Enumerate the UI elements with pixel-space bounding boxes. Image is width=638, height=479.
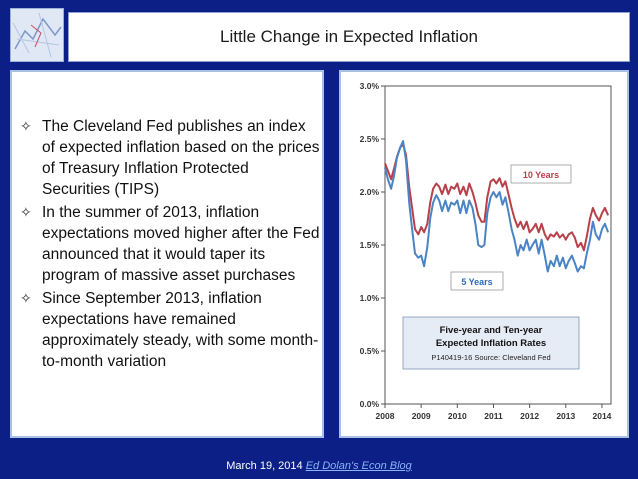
chart-source: P140419-16 Source: Cleveland Fed xyxy=(431,353,550,362)
bullet-text: In the summer of 2013, inflation expecta… xyxy=(42,204,320,284)
x-tick-label: 2013 xyxy=(556,411,575,421)
caption-box xyxy=(402,316,580,370)
y-tick-label: 0.0% xyxy=(360,399,380,409)
series-lines xyxy=(384,140,610,273)
x-tick-label: 2008 xyxy=(376,411,395,421)
bullet-list: ✧ The Cleveland Fed publishes an index o… xyxy=(20,116,320,374)
series-line-5-years xyxy=(384,140,610,273)
x-tick-label: 2014 xyxy=(592,411,611,421)
title-bar: Little Change in Expected Inflation xyxy=(68,12,630,62)
series-labels: 10 Years 5 Years xyxy=(450,164,572,291)
inflation-chart: 0.0% 0.5% 1.0% 1.5% 2.0% 2.5% 3.0% 2008 2009 201… xyxy=(360,81,612,421)
bullet-item: ✧ Since September 2013, inflation expect… xyxy=(20,288,320,372)
bullet-panel: ✧ The Cleveland Fed publishes an index o… xyxy=(10,70,324,438)
y-tick-label: 1.0% xyxy=(360,293,380,303)
y-tick-label: 2.5% xyxy=(360,134,380,144)
label-5-years: 5 Years xyxy=(461,277,492,287)
x-axis: 2008 2009 2010 2011 2012 2013 2014 xyxy=(376,404,612,421)
bullet-text: Since September 2013, inflation expectat… xyxy=(42,290,319,370)
label-box-5y xyxy=(450,271,504,291)
label-10-years: 10 Years xyxy=(523,170,559,180)
map-logo-icon xyxy=(11,9,63,61)
footer-date: March 19, 2014 xyxy=(226,460,303,472)
four-point-star-icon: ✧ xyxy=(20,290,32,306)
y-tick-label: 1.5% xyxy=(360,240,380,250)
x-tick-label: 2010 xyxy=(448,411,467,421)
bullet-text: The Cleveland Fed publishes an index of … xyxy=(42,118,320,198)
chart-title-line1: Five-year and Ten-year xyxy=(440,325,543,336)
chart-caption-box: Five-year and Ten-year Expected Inflatio… xyxy=(402,316,580,370)
x-tick-label: 2012 xyxy=(520,411,539,421)
blog-logo xyxy=(10,8,64,62)
y-tick-label: 3.0% xyxy=(360,81,380,91)
x-tick-label: 2011 xyxy=(484,411,503,421)
x-tick-label: 2009 xyxy=(412,411,431,421)
four-point-star-icon: ✧ xyxy=(20,118,32,134)
y-tick-label: 0.5% xyxy=(360,346,380,356)
series-line-10-years xyxy=(384,143,610,252)
chart-panel: 0.0% 0.5% 1.0% 1.5% 2.0% 2.5% 3.0% 2008 2009 201… xyxy=(339,70,629,438)
bullet-item: ✧ The Cleveland Fed publishes an index o… xyxy=(20,116,320,200)
blog-link[interactable]: Ed Dolan's Econ Blog xyxy=(305,460,412,472)
chart-title-line2: Expected Inflation Rates xyxy=(436,338,546,349)
slide-title: Little Change in Expected Inflation xyxy=(219,27,478,46)
label-box-10y xyxy=(510,164,572,184)
bullet-item: ✧ In the summer of 2013, inflation expec… xyxy=(20,202,320,286)
footer: March 19, 2014 Ed Dolan's Econ Blog xyxy=(0,460,638,472)
y-tick-label: 2.0% xyxy=(360,187,380,197)
four-point-star-icon: ✧ xyxy=(20,204,32,220)
y-axis: 0.0% 0.5% 1.0% 1.5% 2.0% 2.5% 3.0% xyxy=(360,81,385,409)
